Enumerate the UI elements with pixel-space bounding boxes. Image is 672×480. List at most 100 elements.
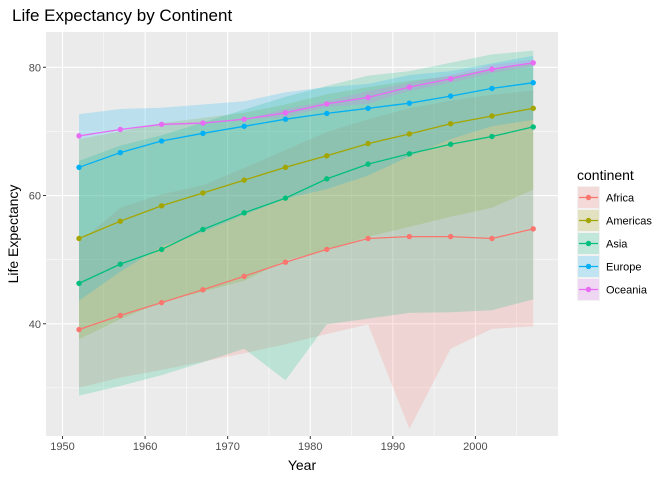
x-tick-label: 1970 xyxy=(215,441,239,453)
point-americas xyxy=(117,218,124,224)
point-americas xyxy=(282,164,289,171)
point-oceania xyxy=(158,121,165,128)
ribbon-asia xyxy=(79,50,534,396)
point-africa xyxy=(447,233,454,240)
line-americas xyxy=(78,107,534,240)
x-tick-label: 1980 xyxy=(298,441,322,453)
ribbon-europe xyxy=(79,55,534,301)
point-americas xyxy=(200,190,206,196)
point-africa xyxy=(282,259,289,265)
legend-item-africa: Africa xyxy=(577,186,635,209)
point-asia xyxy=(241,210,247,216)
point-africa xyxy=(530,226,536,232)
chart-title: Life Expectancy by Continent xyxy=(12,6,232,25)
series-points xyxy=(76,60,536,333)
legend-key-point xyxy=(585,263,592,270)
point-asia xyxy=(406,151,413,157)
x-tick-label: 2000 xyxy=(463,441,487,453)
legend-label: Americas xyxy=(606,216,652,228)
point-americas xyxy=(76,235,82,242)
point-asia xyxy=(158,246,165,253)
point-asia xyxy=(200,226,206,233)
point-europe xyxy=(158,138,165,144)
line-oceania xyxy=(78,62,534,137)
y-tick-label: 80 xyxy=(29,62,41,74)
x-tick-label: 1960 xyxy=(133,441,157,453)
point-europe xyxy=(282,116,289,122)
legend: continent Africa Americas Asia Europe Oceani… xyxy=(577,167,652,301)
point-asia xyxy=(530,124,536,130)
point-europe xyxy=(200,130,206,137)
point-americas xyxy=(530,105,536,112)
y-tick-label: 40 xyxy=(29,319,41,331)
line-asia xyxy=(78,126,534,284)
point-oceania xyxy=(200,120,206,126)
y-axis: 40 60 80 xyxy=(29,62,46,331)
point-oceania xyxy=(365,94,371,101)
point-oceania xyxy=(117,126,124,133)
point-africa xyxy=(117,312,124,319)
point-africa xyxy=(365,235,371,242)
legend-label: Oceania xyxy=(606,285,648,297)
grid-major xyxy=(46,32,558,436)
legend-item-asia: Asia xyxy=(577,232,628,255)
point-oceania xyxy=(282,110,289,116)
point-asia xyxy=(324,176,330,182)
point-oceania xyxy=(241,116,247,122)
series-lines xyxy=(78,62,534,331)
point-asia xyxy=(447,141,454,147)
ribbon-africa xyxy=(79,90,534,429)
legend-key-point xyxy=(585,194,592,201)
point-europe xyxy=(365,105,371,112)
y-tick-label: 60 xyxy=(29,191,41,203)
point-oceania xyxy=(530,60,536,66)
point-oceania xyxy=(447,76,454,82)
legend-title: continent xyxy=(577,167,634,183)
point-americas xyxy=(406,131,413,137)
y-axis-title: Life Expectancy xyxy=(5,185,21,284)
point-europe xyxy=(447,93,454,99)
point-oceania xyxy=(406,84,413,90)
point-africa xyxy=(200,287,206,293)
legend-item-americas: Americas xyxy=(577,209,652,232)
point-asia xyxy=(76,280,82,287)
point-asia xyxy=(489,133,495,140)
point-africa xyxy=(158,299,165,306)
legend-key-point xyxy=(585,217,592,224)
point-oceania xyxy=(489,66,495,72)
point-oceania xyxy=(76,133,82,139)
x-axis-title: Year xyxy=(288,457,317,473)
point-oceania xyxy=(324,101,330,107)
point-asia xyxy=(282,195,289,201)
point-europe xyxy=(530,79,536,86)
point-americas xyxy=(447,121,454,127)
legend-label: Africa xyxy=(606,193,635,205)
point-africa xyxy=(76,326,82,333)
point-asia xyxy=(117,261,124,267)
point-africa xyxy=(406,233,413,240)
x-tick-label: 1950 xyxy=(50,441,74,453)
x-tick-label: 1990 xyxy=(381,441,405,453)
point-asia xyxy=(365,161,371,167)
point-africa xyxy=(324,246,330,253)
point-africa xyxy=(489,235,495,242)
point-americas xyxy=(365,140,371,147)
line-africa xyxy=(78,228,534,331)
point-europe xyxy=(406,100,413,106)
legend-item-europe: Europe xyxy=(577,255,641,278)
x-axis: 1950 1960 1970 1980 1990 2000 xyxy=(50,436,488,453)
legend-label: Europe xyxy=(606,262,641,274)
point-americas xyxy=(241,177,247,183)
point-europe xyxy=(76,164,82,171)
point-europe xyxy=(324,110,330,117)
point-americas xyxy=(158,203,165,209)
ribbon-oceania xyxy=(79,59,534,138)
legend-item-oceania: Oceania xyxy=(577,278,648,301)
legend-key-point xyxy=(585,240,592,247)
point-americas xyxy=(489,113,495,119)
point-europe xyxy=(489,85,495,92)
legend-label: Asia xyxy=(606,239,628,251)
point-africa xyxy=(241,273,247,280)
legend-key-point xyxy=(585,286,592,293)
